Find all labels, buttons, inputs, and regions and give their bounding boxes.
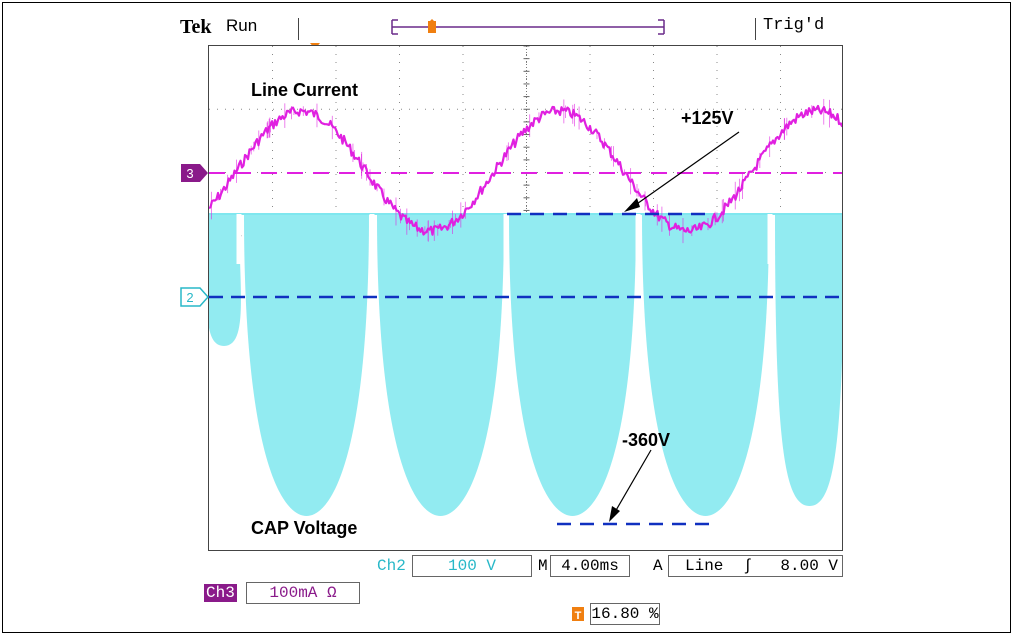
- plus-arrow: [624, 131, 740, 212]
- minus-arrow: [609, 449, 652, 522]
- plus-voltage-label: +125V: [681, 108, 734, 128]
- cap-voltage-lobe: [244, 214, 369, 516]
- ch2-cap-voltage-waveform: [209, 213, 842, 550]
- ch3-line-current-waveform: [209, 98, 842, 244]
- waveform-display: Line Current CAP Voltage +125V -360V: [208, 45, 843, 551]
- cap-voltage-lobe: [642, 214, 769, 516]
- trigger-source-prefix: A: [653, 557, 663, 575]
- minus-voltage-label: -360V: [622, 430, 670, 450]
- trigger-level: 8.00 V: [780, 557, 838, 575]
- cap-voltage-lobe: [377, 214, 504, 516]
- cap-voltage-lobe: [509, 214, 636, 516]
- ch2-ground-marker: 2: [180, 287, 210, 312]
- cap-voltage-lobe: [209, 214, 241, 346]
- run-status: Run: [226, 16, 258, 35]
- trigger-slope-icon: ∫: [743, 557, 753, 575]
- line-current-label: Line Current: [251, 80, 358, 100]
- ch2-scale-readout: 100 V: [412, 555, 532, 577]
- brand-logo: Tek: [180, 16, 212, 38]
- svg-text:T: T: [575, 610, 582, 622]
- divider: [755, 18, 756, 40]
- cap-voltage-lobe: [775, 214, 842, 506]
- divider: [298, 18, 299, 40]
- ch3-marker-label: 3: [186, 166, 193, 181]
- trigger-status: Trig'd: [763, 16, 825, 35]
- timebase-prefix: M: [538, 557, 548, 575]
- ch3-label: Ch3: [204, 584, 237, 602]
- ch2-marker-label: 2: [186, 290, 193, 305]
- trigger-source: Line: [685, 557, 724, 575]
- ch3-scale-readout: 100mA Ω: [246, 582, 360, 604]
- ch2-label: Ch2: [377, 557, 406, 575]
- scope-status-bar: Tek Run Trig'd: [180, 16, 845, 44]
- line-current-trace: [209, 104, 842, 236]
- trigger-readout: Line ∫ 8.00 V: [668, 555, 843, 577]
- reference-lines: [209, 172, 842, 526]
- trigger-position-icon: T: [571, 605, 585, 628]
- waveform-plot: Line Current CAP Voltage +125V -360V: [209, 46, 842, 550]
- trigger-position-readout: 16.80 %: [590, 603, 660, 625]
- ch3-ground-marker: 3: [180, 163, 210, 188]
- cap-voltage-label: CAP Voltage: [251, 518, 357, 538]
- timebase-readout: 4.00ms: [550, 555, 630, 577]
- trigger-position-bracket: [391, 19, 665, 35]
